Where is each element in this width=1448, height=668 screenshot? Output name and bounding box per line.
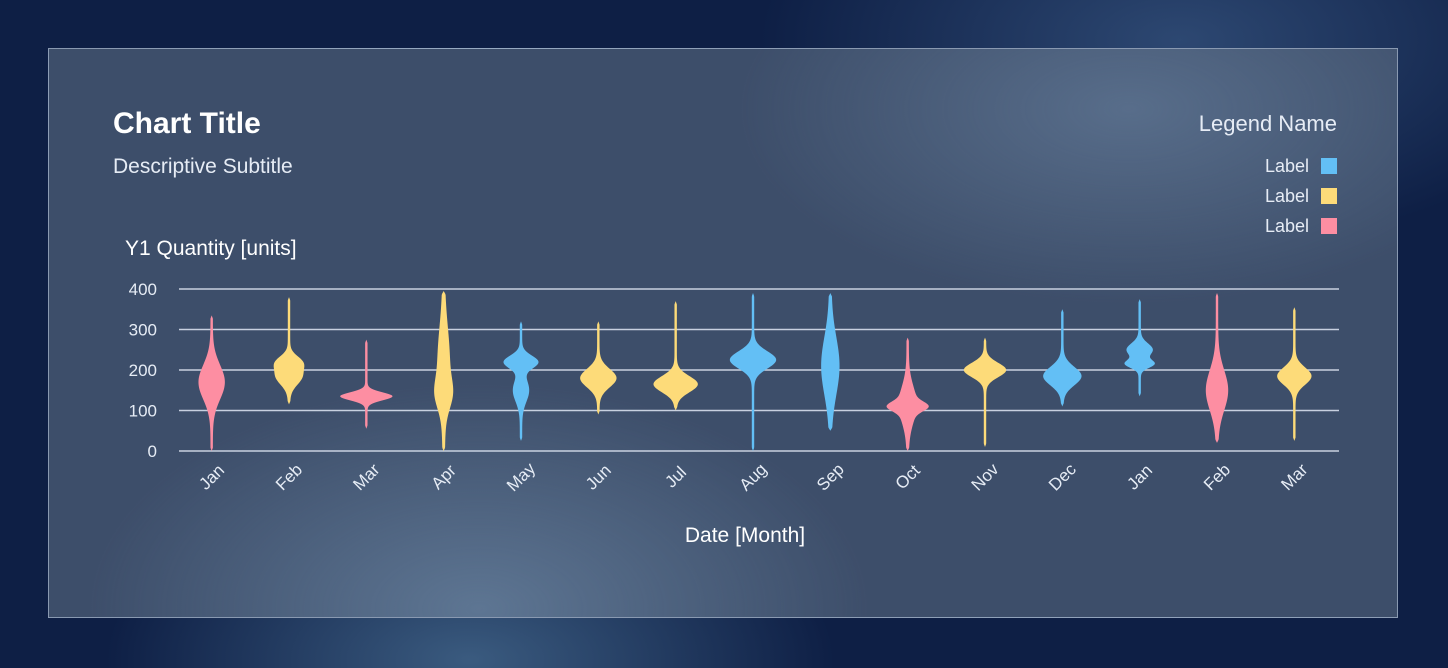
violin-mar [1277, 307, 1312, 441]
legend-item: Label [1199, 151, 1337, 181]
violin-jan [198, 315, 225, 451]
violin-chart: Y1 Quantity [units] 0 100 200 300 400 Jan Feb Ma… [125, 237, 1339, 547]
x-tick-label: Feb [1200, 460, 1234, 494]
legend-item: Label [1199, 211, 1337, 241]
violin-feb [1205, 293, 1229, 443]
legend-label: Label [1264, 185, 1309, 206]
legend: Legend Name Label Label Label [1199, 111, 1337, 241]
y-tick-label: 300 [129, 321, 157, 340]
y-tick-label: 0 [148, 442, 157, 461]
violin-oct [886, 337, 929, 451]
x-tick-label: Jan [195, 461, 228, 494]
violin-may [503, 321, 539, 441]
y-tick-label: 100 [129, 402, 157, 421]
legend-swatch [1321, 158, 1337, 174]
x-tick-label: Apr [428, 461, 460, 493]
violin-jun [580, 321, 617, 415]
y-axis-label: Y1 Quantity [units] [125, 237, 297, 260]
violin-nov [963, 337, 1007, 447]
violin-sep [821, 293, 840, 431]
legend-label: Label [1264, 155, 1309, 176]
x-tick-label: Jan [1123, 461, 1156, 494]
violin-dec [1043, 309, 1082, 407]
x-tick-label: Jul [661, 463, 690, 492]
y-tick-label: 400 [129, 280, 157, 299]
legend-item: Label [1199, 181, 1337, 211]
x-tick-label: Feb [272, 460, 306, 494]
violin-mar [340, 339, 393, 429]
x-tick-label: Mar [1277, 460, 1311, 494]
violin-jul [653, 301, 698, 411]
x-tick-label: Dec [1045, 459, 1080, 494]
x-axis-label: Date [Month] [685, 524, 805, 547]
chart-title: Chart Title [113, 107, 261, 140]
x-tick-label: Nov [968, 459, 1003, 494]
violin-jan [1124, 299, 1155, 397]
chart-subtitle: Descriptive Subtitle [113, 155, 293, 178]
legend-swatch [1321, 188, 1337, 204]
legend-label: Label [1264, 215, 1309, 236]
x-tick-label: Aug [736, 460, 771, 495]
legend-swatch [1321, 218, 1337, 234]
violin-feb [273, 297, 305, 405]
legend-title: Legend Name [1198, 111, 1337, 136]
x-tick-label: Oct [892, 461, 924, 493]
x-tick-label: Sep [813, 460, 848, 495]
x-tick-label: May [503, 459, 539, 495]
violin-apr [434, 291, 454, 451]
chart-card: Chart Title Descriptive Subtitle Legend … [48, 48, 1398, 618]
y-tick-label: 200 [129, 361, 157, 380]
violin-aug [729, 293, 777, 451]
x-tick-label: Mar [349, 460, 383, 494]
x-tick-label: Jun [582, 461, 615, 494]
